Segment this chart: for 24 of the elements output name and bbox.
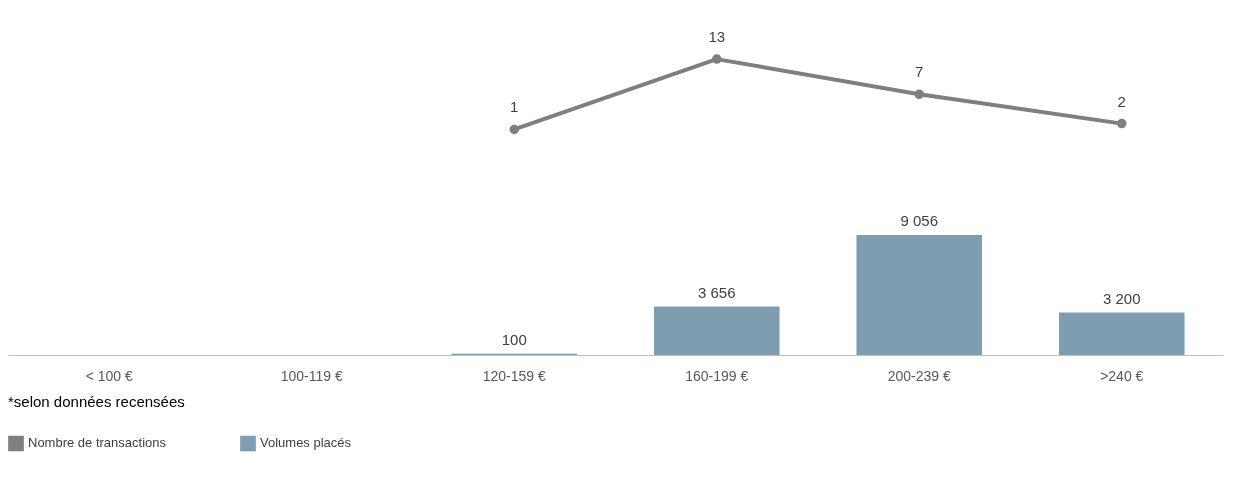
- point: [509, 124, 519, 135]
- data-label: 3 656: [697, 283, 736, 301]
- data-label: 9 056: [900, 212, 939, 229]
- legend-label: Nombre de transactions: [28, 435, 167, 451]
- x-tick-label: 100-119 €: [280, 367, 343, 384]
- data-label: 1: [510, 98, 519, 116]
- text: *selon données recensées: [8, 393, 185, 410]
- x-tick-label: 200-239 €: [887, 367, 951, 384]
- data-label: 7: [915, 63, 924, 81]
- data-label: 3 200: [1102, 289, 1141, 307]
- bar: [1058, 312, 1185, 355]
- data-label: 100: [501, 330, 527, 348]
- x-tick-label: 120-159 €: [482, 367, 546, 384]
- bar: [653, 306, 780, 355]
- bar: [856, 235, 983, 355]
- x-tick-label: >240 €: [1100, 367, 1144, 384]
- point: [914, 89, 924, 100]
- x-tick-label: < 100 €: [85, 367, 134, 384]
- point: [712, 54, 722, 64]
- data-label: 13: [708, 28, 726, 46]
- legend-label: Volumes placés: [260, 435, 352, 451]
- x-tick-label: 160-199 €: [685, 367, 749, 384]
- data-label: 2: [1117, 92, 1126, 110]
- point: [1117, 118, 1127, 129]
